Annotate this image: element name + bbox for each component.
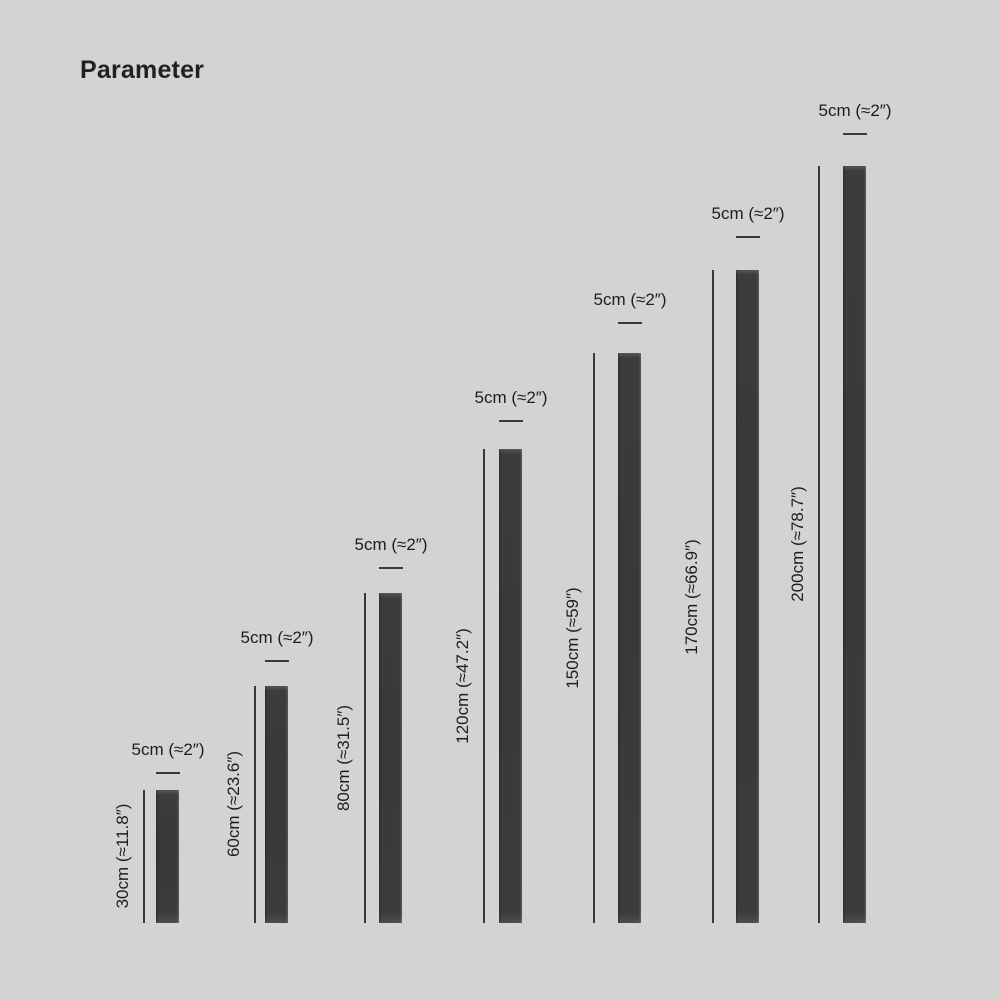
width-tick	[736, 236, 760, 238]
height-dimension-line	[712, 270, 714, 923]
height-dimension-line	[254, 686, 256, 923]
height-dimension-line	[483, 449, 485, 923]
product-bar-150cm	[618, 353, 641, 923]
height-label: 80cm (≈31.5″)	[334, 704, 353, 812]
height-dimension-line	[593, 353, 595, 923]
width-label: 5cm (≈2″)	[131, 740, 205, 759]
height-label: 30cm (≈11.8″)	[113, 803, 132, 909]
page-title: Parameter	[80, 56, 205, 84]
height-label: 60cm (≈23.6″)	[224, 750, 243, 858]
product-bar-170cm	[736, 270, 759, 923]
width-tick	[156, 772, 180, 774]
height-label: 120cm (≈47.2″)	[453, 628, 472, 744]
height-label: 200cm (≈78.7″)	[788, 486, 807, 602]
width-tick	[499, 420, 523, 422]
width-label: 5cm (≈2″)	[818, 101, 892, 120]
product-bar-200cm	[843, 166, 866, 923]
height-label: 170cm (≈66.9″)	[682, 539, 701, 655]
height-dimension-line	[143, 790, 145, 923]
product-bar-80cm	[379, 593, 402, 923]
width-label: 5cm (≈2″)	[711, 204, 785, 223]
product-bar-30cm	[156, 790, 179, 923]
height-label: 150cm (≈59″)	[563, 587, 582, 689]
width-label: 5cm (≈2″)	[354, 535, 428, 554]
height-dimension-line	[818, 166, 820, 923]
height-dimension-line	[364, 593, 366, 923]
width-label: 5cm (≈2″)	[474, 388, 548, 407]
width-label: 5cm (≈2″)	[240, 628, 314, 647]
width-label: 5cm (≈2″)	[593, 290, 667, 309]
width-tick	[618, 322, 642, 324]
width-tick	[379, 567, 403, 569]
product-bar-60cm	[265, 686, 288, 923]
product-bar-120cm	[499, 449, 522, 923]
width-tick	[265, 660, 289, 662]
width-tick	[843, 133, 867, 135]
